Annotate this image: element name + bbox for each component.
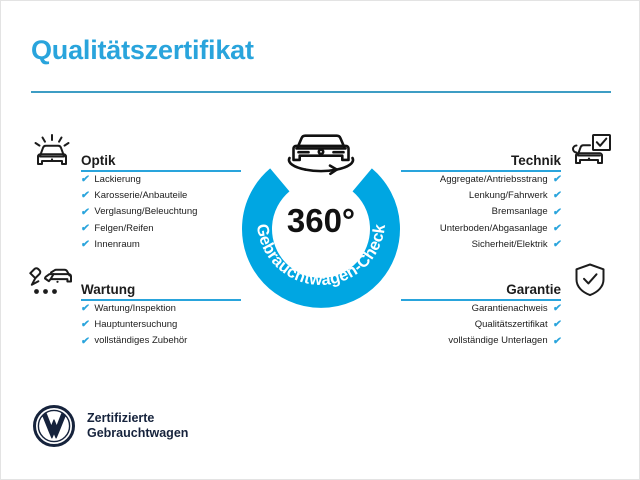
car-service-tool-icon: [29, 261, 75, 301]
list-item: ✔ Unterboden/Abgasanlage: [401, 221, 562, 237]
list-item-label: Unterboden/Abgasanlage: [439, 222, 548, 234]
list-item-label: vollständiges Zubehör: [94, 335, 188, 347]
list-item-label: vollständige Unterlagen: [448, 335, 548, 347]
list-item-label: Karosserie/Anbauteile: [94, 190, 188, 202]
vw-logo-icon: [33, 405, 75, 447]
list-item: ✔ Felgen/Reifen: [80, 221, 241, 237]
list-item-label: Sicherheit/Elektrik: [471, 238, 548, 250]
check-icon: ✔: [80, 174, 91, 186]
section-optik: Optik ✔ Lackierung ✔ Karosserie/Anbautei…: [31, 134, 241, 253]
check-icon: ✔: [551, 335, 562, 347]
section-wartung-title: Wartung: [81, 282, 136, 297]
list-item-label: Aggregate/Antriebsstrang: [439, 174, 548, 185]
section-technik-title: Technik: [510, 153, 561, 168]
list-item: ✔ Lackierung: [80, 172, 241, 188]
footer-brand-line1: Zertifizierte: [87, 411, 155, 425]
list-item: ✔ Innenraum: [80, 237, 241, 253]
footer-brand-line2: Gebrauchtwagen: [87, 426, 189, 440]
list-item-label: Felgen/Reifen: [94, 222, 154, 234]
section-garantie: Garantie ✔ Garantienachweis ✔ Qualitätsz…: [401, 263, 611, 350]
list-item: ✔ Wartung/Inspektion: [80, 301, 241, 317]
section-wartung: Wartung ✔ Wartung/Inspektion ✔ Hauptunte…: [29, 261, 241, 350]
list-item-label: Hauptuntersuchung: [94, 319, 178, 331]
footer-brand: Zertifizierte Gebrauchtwagen: [33, 405, 188, 447]
check-icon: ✔: [80, 222, 91, 234]
list-item-label: Innenraum: [94, 238, 140, 250]
section-garantie-divider: [401, 299, 561, 301]
check-icon: ✔: [551, 190, 562, 202]
footer-brand-text: Zertifizierte Gebrauchtwagen: [87, 411, 188, 441]
list-item-label: Bremsanlage: [491, 206, 548, 218]
list-item: ✔ Bremsanlage: [401, 204, 562, 220]
check-icon: ✔: [80, 335, 91, 347]
list-item-label: Qualitätszertifikat: [474, 319, 548, 331]
check-icon: ✔: [80, 238, 91, 250]
list-item: ✔ Verglasung/Beleuchtung: [80, 204, 241, 220]
section-optik-list: ✔ Lackierung ✔ Karosserie/Anbauteile ✔ V…: [31, 172, 241, 253]
list-item: ✔ Sicherheit/Elektrik: [401, 237, 562, 253]
section-technik-list: ✔ Aggregate/Antriebsstrang ✔ Lenkung/Fah…: [401, 172, 611, 253]
car-checkbox-icon: [567, 132, 613, 172]
section-optik-divider: [81, 170, 241, 172]
check-icon: ✔: [80, 206, 91, 218]
section-wartung-divider: [81, 299, 241, 301]
check-icon: ✔: [551, 174, 562, 186]
check-icon: ✔: [551, 222, 562, 234]
check-icon: ✔: [551, 238, 562, 250]
section-garantie-header: Garantie: [401, 263, 611, 301]
check-icon: ✔: [551, 206, 562, 218]
check-icon: ✔: [80, 319, 91, 331]
shield-check-icon: [567, 261, 613, 301]
section-optik-header: Optik: [31, 134, 241, 172]
section-garantie-list: ✔ Garantienachweis ✔ Qualitätszertifikat…: [401, 301, 611, 350]
list-item: ✔ Karosserie/Anbauteile: [80, 188, 241, 204]
list-item: ✔ Aggregate/Antriebsstrang: [401, 172, 562, 188]
section-technik: Technik ✔ Aggregate/Antriebsstrang ✔ Len…: [401, 134, 611, 253]
section-wartung-list: ✔ Wartung/Inspektion ✔ Hauptuntersuchung…: [31, 301, 241, 350]
car-shine-icon: [29, 132, 75, 172]
page-title: Qualitätszertifikat: [31, 35, 254, 65]
list-item: ✔ vollständiges Zubehör: [80, 333, 241, 349]
section-technik-divider: [401, 170, 561, 172]
list-item: ✔ Hauptuntersuchung: [80, 317, 241, 333]
section-wartung-header: Wartung: [29, 261, 241, 301]
badge-360-gebrauchtwagen-check: Gebrauchtwagen-Check 360°: [227, 117, 415, 313]
list-item: ✔ Qualitätszertifikat: [401, 317, 562, 333]
section-optik-title: Optik: [81, 153, 116, 168]
check-icon: ✔: [551, 303, 562, 315]
badge-center-label: 360°: [287, 202, 355, 239]
car-rotate-360-icon: [287, 134, 355, 176]
check-icon: ✔: [551, 319, 562, 331]
check-icon: ✔: [80, 303, 91, 315]
list-item-label: Garantienachweis: [471, 303, 548, 314]
list-item: ✔ vollständige Unterlagen: [401, 333, 562, 349]
check-icon: ✔: [80, 190, 91, 202]
badge-ring: [242, 168, 400, 308]
list-item: ✔ Garantienachweis: [401, 301, 562, 317]
list-item-label: Verglasung/Beleuchtung: [94, 206, 198, 218]
section-garantie-title: Garantie: [506, 282, 561, 297]
list-item: ✔ Lenkung/Fahrwerk: [401, 188, 562, 204]
list-item-label: Wartung/Inspektion: [94, 303, 176, 314]
title-divider: [31, 91, 611, 93]
list-item-label: Lackierung: [94, 174, 141, 185]
list-item-label: Lenkung/Fahrwerk: [468, 190, 548, 202]
section-technik-header: Technik: [401, 134, 611, 172]
